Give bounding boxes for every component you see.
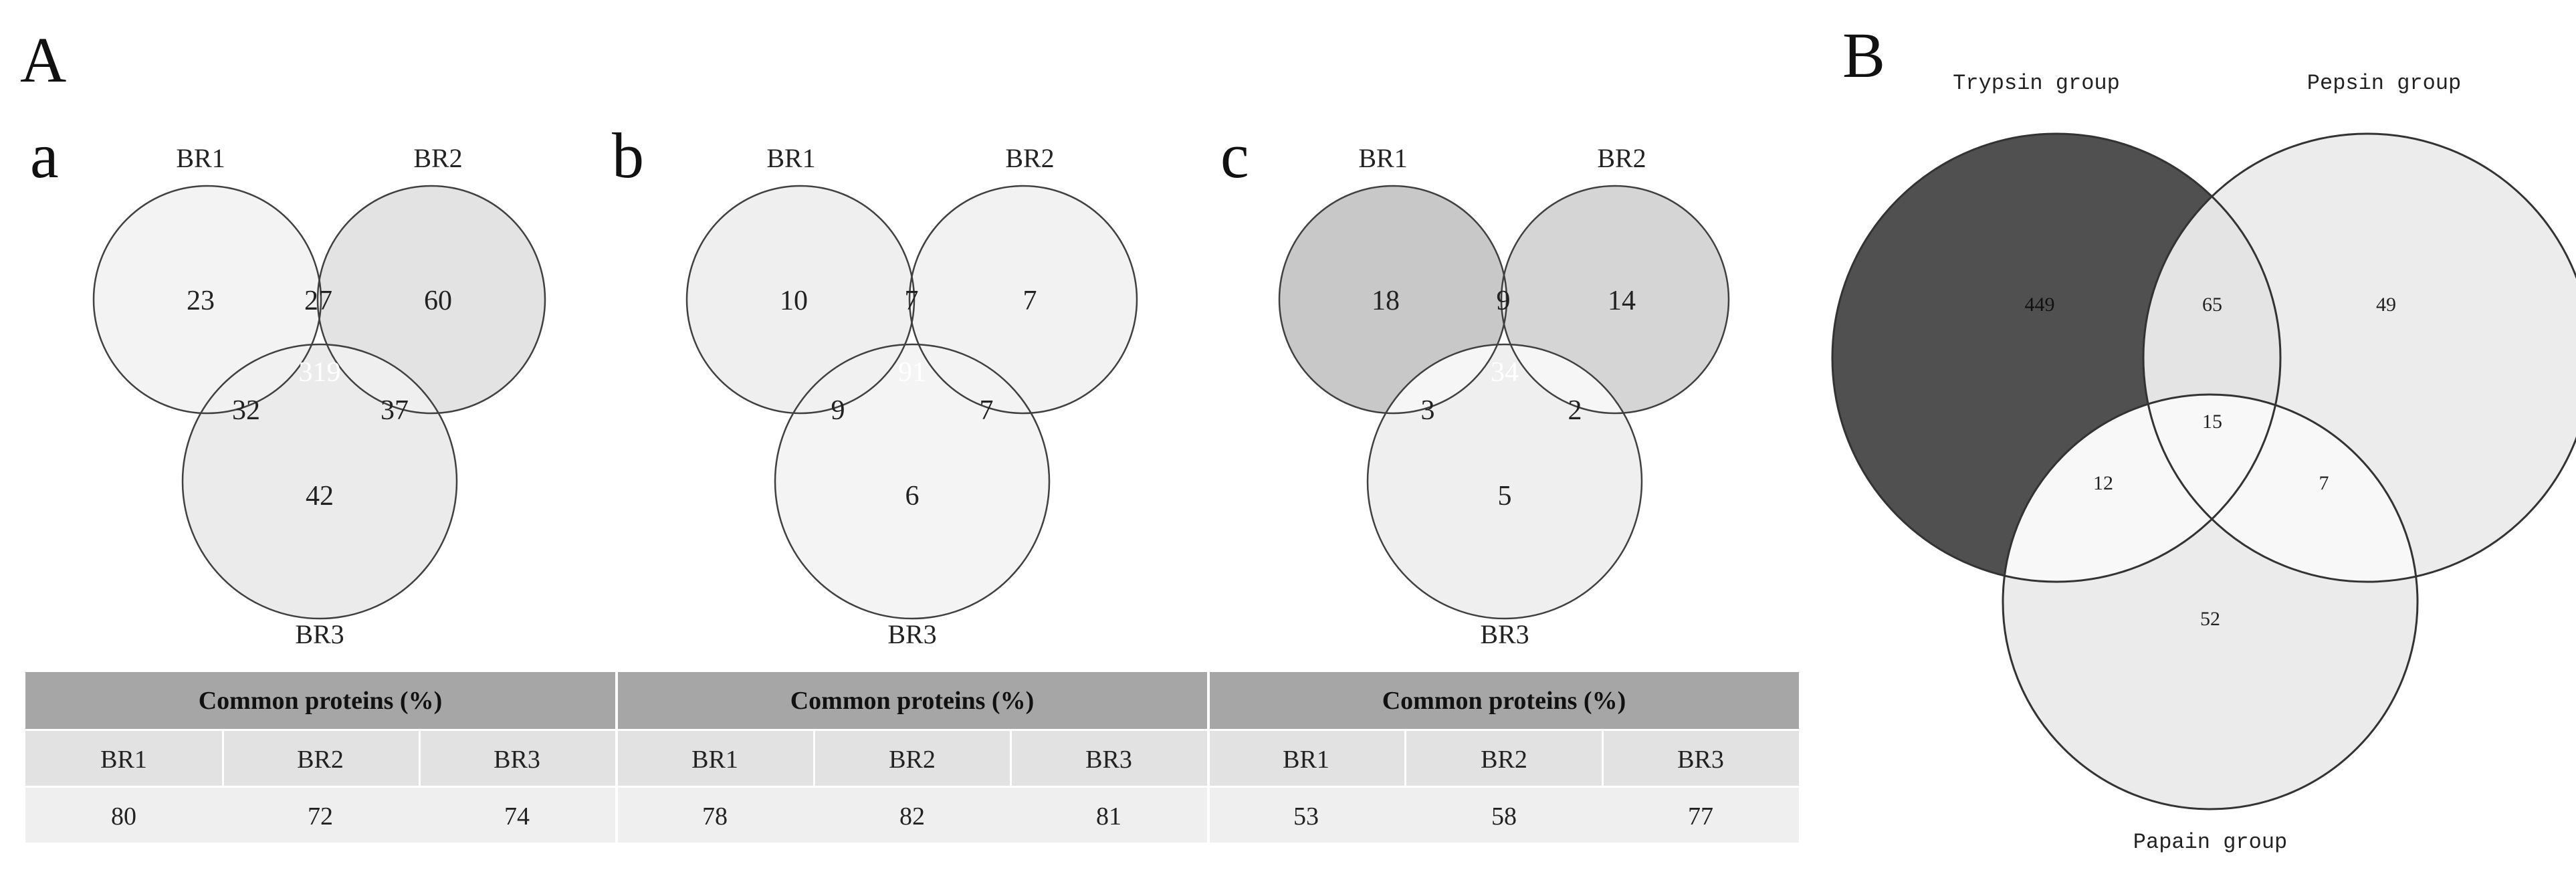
venn-c-set-br3: BR3 — [1480, 619, 1529, 649]
venn-b-circle-br3 — [775, 344, 1049, 619]
venn-a-r23: 37 — [381, 395, 409, 426]
venn-b-set-br1: BR1 — [766, 143, 815, 173]
table-1-header: Common proteins (%) — [199, 687, 443, 715]
venn-a-only2: 60 — [424, 286, 452, 316]
table-2-col-br1: BR1 — [691, 746, 738, 774]
venn-a-r12: 27 — [304, 286, 332, 316]
venn-a: a BR1 BR2 BR3 23 27 60 319 32 37 42 — [30, 120, 546, 649]
table-2-val-br1: 78 — [702, 802, 728, 831]
venn-c-only2: 14 — [1608, 286, 1636, 316]
table-column-band — [25, 731, 1799, 786]
table-3-val-br2: 58 — [1491, 802, 1517, 831]
venn-a-label: a — [30, 120, 59, 191]
table-3-col-br2: BR2 — [1481, 746, 1527, 774]
venn-c-set-br1: BR1 — [1358, 143, 1407, 173]
venn-b-set-br2: BR2 — [1005, 143, 1054, 173]
table-value-band — [25, 788, 1799, 843]
table-1-col-br2: BR2 — [297, 746, 344, 774]
venn-b-r23: 7 — [980, 395, 994, 426]
table-1-col-br1: BR1 — [100, 746, 147, 774]
venn-b-set-br3: BR3 — [887, 619, 936, 649]
table-header-band — [25, 672, 1799, 729]
venn-a-set-br2: BR2 — [413, 143, 462, 173]
venn-b-label: b — [612, 120, 644, 191]
venn-b-r12: 7 — [905, 286, 919, 316]
table-3-val-br3: 77 — [1688, 802, 1713, 831]
venn-c-only3: 5 — [1498, 481, 1512, 512]
venn-a-set-br1: BR1 — [176, 143, 225, 173]
table-2-val-br2: 82 — [899, 802, 925, 831]
venn-B-set-trypsin: Trypsin group — [1953, 71, 2120, 96]
venn-a-set-br3: BR3 — [295, 619, 344, 649]
venn-B-set-papain: Papain group — [2133, 830, 2287, 855]
venn-B-r23: 7 — [2319, 472, 2329, 494]
table-3-col-br3: BR3 — [1677, 746, 1724, 774]
venn-a-r123: 319 — [299, 357, 341, 388]
table-2-val-br3: 81 — [1096, 802, 1121, 831]
table-1-col-br3: BR3 — [494, 746, 540, 774]
venn-c-circle-br3 — [1368, 344, 1642, 619]
panel-label-B: B — [1842, 19, 1885, 91]
venn-B-r12: 65 — [2202, 294, 2222, 316]
venn-a-circle-br3 — [183, 344, 457, 619]
venn-B-only1: 449 — [2025, 294, 2055, 316]
table-2-header: Common proteins (%) — [790, 687, 1035, 715]
venn-c-set-br2: BR2 — [1597, 143, 1646, 173]
venn-b-only1: 10 — [780, 286, 808, 316]
panel-label-A: A — [20, 24, 66, 96]
venn-a-only3: 42 — [306, 481, 334, 512]
venn-b-r13: 9 — [831, 395, 845, 426]
table-3-col-br1: BR1 — [1283, 746, 1329, 774]
venn-B-r123: 15 — [2202, 411, 2222, 433]
venn-B-set-pepsin: Pepsin group — [2307, 71, 2461, 96]
venn-c-r13: 3 — [1421, 395, 1435, 426]
venn-c-only1: 18 — [1372, 286, 1400, 316]
venn-a-r13: 32 — [232, 395, 260, 426]
venn-c-r123: 34 — [1491, 357, 1519, 388]
venn-a-only1: 23 — [187, 286, 215, 316]
table-3-header: Common proteins (%) — [1382, 687, 1626, 715]
table-1-val-br3: 74 — [504, 802, 530, 831]
venn-b-only3: 6 — [905, 481, 920, 512]
venn-c-r23: 2 — [1568, 395, 1582, 426]
table-2-col-br3: BR3 — [1085, 746, 1132, 774]
table-1-val-br2: 72 — [308, 802, 333, 831]
table-2-col-br2: BR2 — [889, 746, 936, 774]
venn-c-r12: 9 — [1497, 286, 1511, 316]
venn-b-only2: 7 — [1023, 286, 1037, 316]
venn-b-r123: 91 — [898, 357, 926, 388]
venn-B-r13: 12 — [2093, 472, 2113, 494]
table-3-val-br1: 53 — [1293, 802, 1319, 831]
venn-c: c BR1 BR2 BR3 18 9 14 34 3 2 5 — [1220, 120, 1730, 649]
table-1-val-br1: 80 — [111, 802, 136, 831]
venn-c-label: c — [1220, 120, 1249, 191]
venn-B-only3: 52 — [2200, 608, 2220, 630]
common-proteins-tables: Common proteins (%) BR1 BR2 BR3 80 72 74… — [25, 672, 1799, 843]
venn-B-only2: 49 — [2376, 294, 2396, 316]
venn-b: b BR1 BR2 BR3 10 7 7 91 9 7 6 — [612, 120, 1138, 649]
venn-B: Trypsin group Pepsin group Papain group … — [1831, 71, 2576, 855]
